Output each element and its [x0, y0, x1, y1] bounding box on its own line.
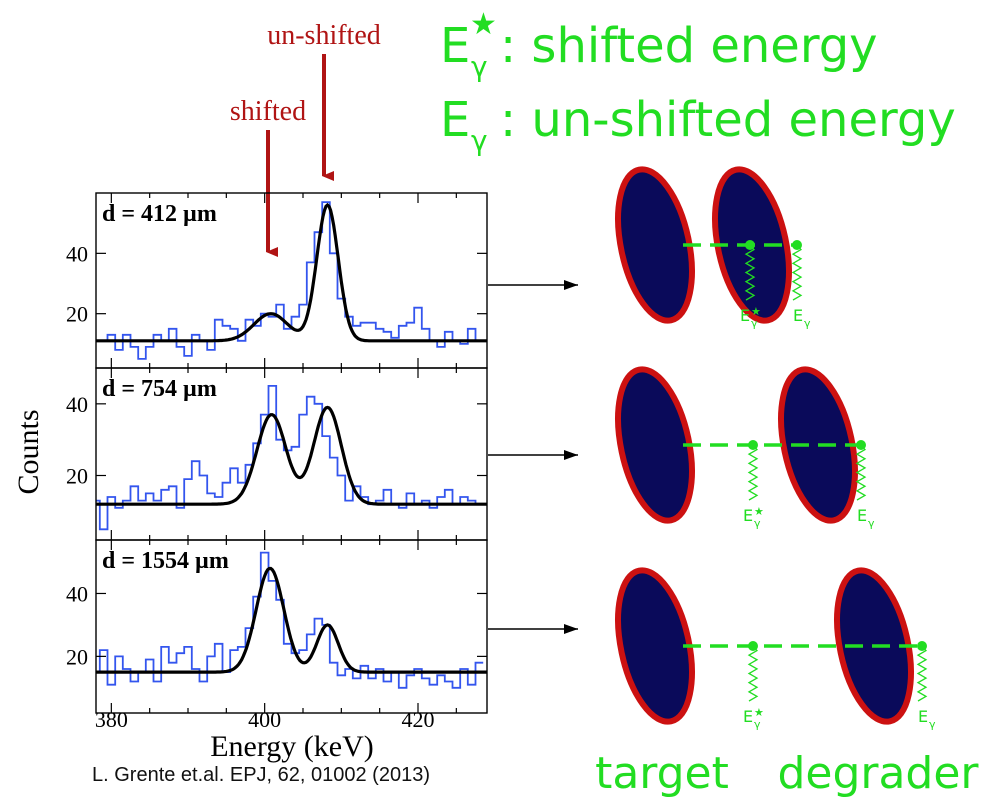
- legend-unshifted: E γ : un-shifted energy: [440, 92, 956, 157]
- legend-shifted-sub: γ: [471, 50, 488, 83]
- gamma-symbol: E: [918, 707, 928, 726]
- citation: L. Grente et.al. EPJ, 62, 01002 (2013): [92, 764, 430, 786]
- gamma-sub: γ: [929, 718, 936, 731]
- unshifted-arrow-label: un-shifted: [267, 20, 381, 51]
- peak-annotations: un-shifted shifted: [230, 20, 381, 257]
- panel-frame: [95, 539, 488, 714]
- legend-shifted-symbol: E: [440, 18, 470, 74]
- y-tick-label: 20: [66, 464, 88, 489]
- x-tick-label: 420: [402, 707, 435, 732]
- y-tick-label: 20: [66, 644, 88, 669]
- panel-2: 20 40 d = 754 µm: [66, 367, 488, 541]
- panel-label: d = 1554 µm: [102, 548, 229, 574]
- panel-label: d = 754 µm: [102, 376, 217, 402]
- gamma-symbol: E: [743, 707, 753, 726]
- legend-unshifted-text: : un-shifted energy: [500, 92, 956, 148]
- histogram-series: [96, 551, 484, 689]
- star-icon: ★: [754, 505, 764, 518]
- x-axis-label: Energy (keV): [210, 730, 374, 763]
- target-disk-1: [615, 166, 695, 324]
- x-tick-label: 380: [95, 707, 128, 732]
- y-tick-label: 40: [66, 392, 88, 417]
- gamma-ray-shifted-2: [747, 444, 759, 501]
- star-icon: ★: [470, 7, 497, 42]
- legend-shifted: E γ ★ : shifted energy: [440, 7, 878, 83]
- gamma-sub: γ: [804, 317, 811, 330]
- histogram-series: [96, 201, 484, 360]
- panel-1: 20 40 d = 412 µm: [66, 192, 488, 369]
- gamma-ray-unshifted-1: [791, 244, 803, 301]
- panel-3: 20 40 d = 1554 µm: [66, 539, 488, 714]
- y-tick-label: 40: [66, 581, 88, 606]
- gamma-sub: γ: [751, 317, 758, 330]
- gamma-symbol: E: [743, 506, 753, 525]
- gamma-symbol: E: [740, 306, 750, 325]
- star-icon: ★: [751, 305, 761, 318]
- legend-unshifted-sub: γ: [471, 124, 488, 157]
- gamma-ray-shifted-1: [744, 244, 756, 301]
- target-label: target: [595, 748, 729, 798]
- y-tick-label: 40: [66, 241, 88, 266]
- x-tick-label: 400: [248, 707, 281, 732]
- gamma-ray-unshifted-3: [916, 645, 928, 702]
- y-axis-label: Counts: [12, 409, 45, 494]
- panel-connectors: [488, 280, 578, 634]
- y-tick-label: 20: [66, 302, 88, 327]
- target-disk-3: [615, 567, 695, 725]
- gamma-ray-shifted-3: [747, 645, 759, 702]
- panel-label: d = 412 µm: [102, 201, 217, 227]
- legend-shifted-text: : shifted energy: [500, 18, 878, 74]
- gamma-sub: γ: [868, 517, 875, 530]
- gamma-sub: γ: [754, 517, 761, 530]
- fit-curve: [96, 405, 487, 506]
- gamma-ray-unshifted-2: [855, 444, 867, 501]
- degrader-label: degrader: [777, 748, 979, 798]
- energy-legend: E γ ★ : shifted energy E γ : un-shifted …: [440, 7, 956, 157]
- spectra-panels: 20 40 d = 412 µm 20 40 d = 754 µm 20 40 d = 1554…: [66, 192, 488, 732]
- shifted-arrow-label: shifted: [230, 96, 306, 127]
- fit-curve: [96, 566, 487, 674]
- target-disk-2: [615, 366, 695, 524]
- gamma-symbol: E: [857, 506, 867, 525]
- star-icon: ★: [754, 706, 764, 719]
- fit-curve: [96, 202, 487, 343]
- gamma-sub: γ: [754, 718, 761, 731]
- legend-unshifted-symbol: E: [440, 92, 470, 148]
- gamma-symbol: E: [793, 306, 803, 325]
